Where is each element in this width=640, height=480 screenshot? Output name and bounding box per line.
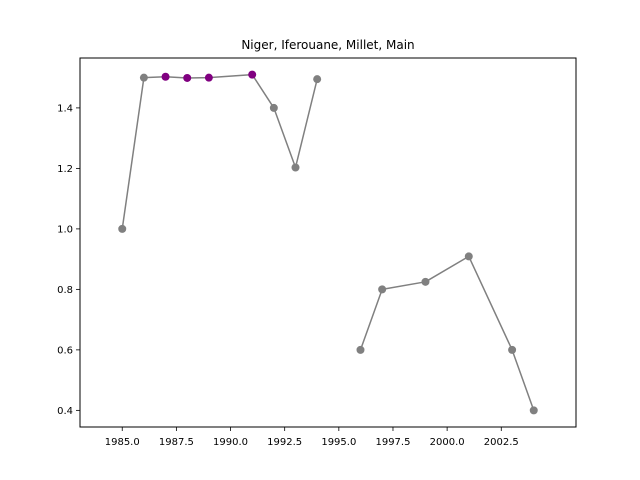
x-tick-label: 1995.0: [321, 437, 356, 448]
data-point: [269, 103, 278, 112]
plot-frame: [79, 57, 577, 428]
series-line-segment-2: [359, 255, 535, 411]
y-tick-label: 0.4: [57, 406, 73, 417]
y-tick-label: 0.8: [57, 285, 73, 296]
x-tick-label: 2000.0: [430, 437, 465, 448]
y-tick-label: 1.0: [57, 224, 73, 235]
y-tick-label: 1.4: [57, 103, 73, 114]
data-point: [313, 75, 322, 84]
chart-title: Niger, Iferouane, Millet, Main: [241, 38, 414, 52]
y-tick-label: 0.6: [57, 345, 73, 356]
data-point: [291, 163, 300, 172]
data-point: [378, 285, 387, 294]
data-point: [139, 73, 148, 82]
data-point: [204, 73, 213, 82]
x-tick-label: 1992.5: [267, 437, 302, 448]
data-point: [248, 70, 257, 79]
data-point: [508, 345, 517, 354]
data-point: [118, 224, 127, 233]
data-point: [183, 73, 192, 82]
data-point: [421, 277, 430, 286]
points-layer: [118, 70, 538, 415]
x-tick-label: 1997.5: [375, 437, 410, 448]
y-axis: 0.4 0.6 0.8 1.0 1.2 1.4: [57, 103, 80, 417]
y-tick-label: 1.2: [57, 164, 73, 175]
data-point: [161, 72, 170, 81]
x-tick-label: 1985.0: [105, 437, 140, 448]
data-point: [529, 406, 538, 415]
x-tick-label: 1990.0: [213, 437, 248, 448]
data-point: [464, 252, 473, 261]
x-tick-label: 2002.5: [484, 437, 519, 448]
data-point: [356, 345, 365, 354]
x-axis: 1985.0 1987.5 1990.0 1992.5 1995.0 1997.5 2000…: [105, 427, 519, 448]
x-tick-label: 1987.5: [159, 437, 194, 448]
